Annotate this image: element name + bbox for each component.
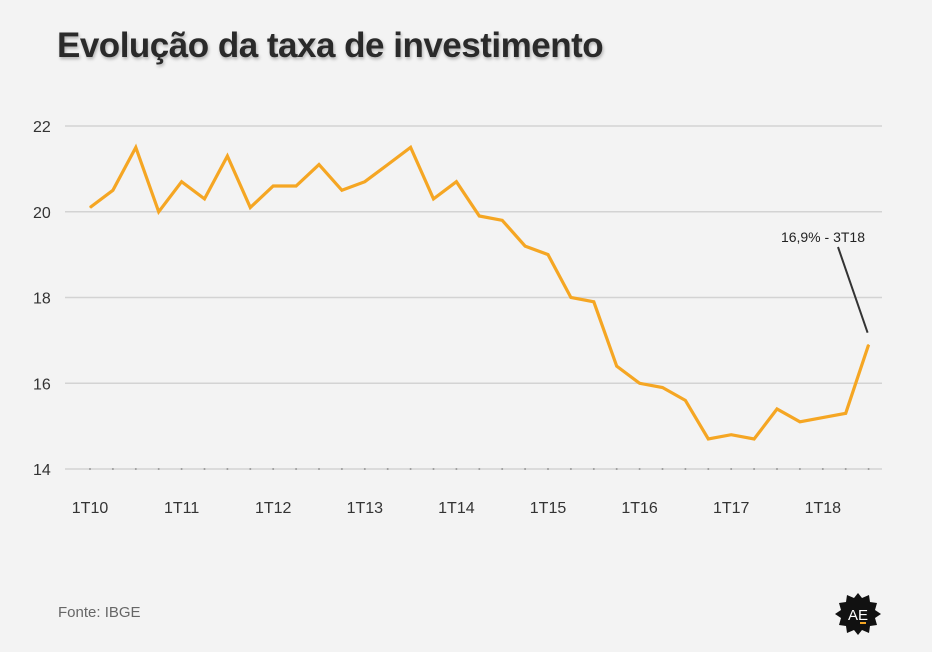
- data-point: [822, 417, 824, 419]
- annotation-leader: [837, 246, 869, 333]
- x-tick-mark: [249, 468, 252, 470]
- data-point: [524, 245, 526, 247]
- data-point: [112, 189, 114, 191]
- data-point: [730, 434, 732, 436]
- data-point: [135, 146, 137, 148]
- annotation-label: 16,9% - 3T18: [781, 229, 865, 245]
- data-point: [364, 181, 366, 183]
- x-tick-mark: [111, 468, 114, 470]
- data-point: [249, 206, 251, 208]
- data-point: [272, 185, 274, 187]
- x-tick-mark: [776, 468, 778, 470]
- x-tick-mark: [363, 468, 366, 470]
- x-tick-mark: [409, 468, 412, 470]
- y-tick-label: 16: [33, 376, 51, 393]
- y-tick-label: 22: [33, 119, 51, 136]
- x-tick-mark: [615, 468, 618, 470]
- x-tick-mark: [661, 468, 664, 470]
- x-tick-mark: [844, 468, 847, 470]
- data-point: [433, 198, 434, 200]
- x-tick-mark: [432, 468, 435, 470]
- x-tick-mark: [226, 468, 229, 470]
- data-point: [662, 387, 663, 389]
- x-tick-mark: [707, 468, 710, 470]
- data-point: [776, 408, 778, 410]
- annotation: 16,9% - 3T18: [781, 229, 869, 333]
- x-tick-mark: [478, 468, 481, 470]
- data-point: [478, 215, 480, 217]
- x-axis-ticks: 1T10 1T11 1T12 1T13 1T14 1T15 1T16 1T17 1T18: [72, 500, 841, 517]
- data-point: [204, 198, 205, 200]
- data-point: [181, 181, 183, 183]
- x-tick-label: 1T18: [805, 500, 842, 517]
- x-tick-mark: [638, 468, 641, 470]
- x-tick-mark: [569, 468, 572, 470]
- data-point: [89, 206, 91, 208]
- data-point: [639, 382, 641, 384]
- x-tick-label: 1T15: [530, 500, 567, 517]
- data-point: [753, 438, 755, 440]
- x-tick-mark: [547, 468, 549, 470]
- x-tick-mark: [295, 468, 298, 470]
- y-axis-ticks: 14 16 18 20 22: [33, 119, 51, 479]
- y-tick-label: 14: [33, 462, 51, 479]
- data-point: [387, 164, 389, 166]
- data-point: [799, 421, 801, 423]
- x-tick-label: 1T16: [621, 500, 658, 517]
- x-tick-mark: [730, 468, 733, 470]
- x-tick-mark: [684, 468, 687, 470]
- x-tick-label: 1T17: [713, 500, 750, 517]
- logo-text: AE: [848, 607, 868, 624]
- x-tick-mark: [592, 468, 595, 470]
- data-point: [845, 412, 847, 414]
- x-tick-mark: [867, 468, 870, 470]
- y-tick-label: 20: [33, 205, 51, 222]
- x-tick-mark: [180, 468, 183, 470]
- x-tick-mark: [340, 468, 343, 470]
- x-tick-mark: [821, 468, 824, 470]
- x-tick-label: 1T10: [72, 500, 109, 517]
- data-point: [593, 301, 595, 303]
- x-tick-label: 1T14: [438, 500, 475, 517]
- data-point: [570, 297, 572, 298]
- grid-lines: [65, 125, 882, 470]
- data-point: [616, 365, 618, 367]
- x-tick-mark: [272, 468, 275, 470]
- x-tick-mark: [753, 468, 756, 470]
- series-line: [89, 143, 871, 441]
- x-tick-mark: [455, 468, 458, 470]
- data-point: [547, 254, 549, 256]
- data-point: [158, 211, 160, 213]
- series-layer: [89, 143, 871, 441]
- data-point: [501, 219, 503, 221]
- x-tick-mark: [134, 468, 137, 470]
- x-tick-label: 1T11: [164, 500, 199, 517]
- data-point: [410, 146, 412, 148]
- chart-title: Evolução da taxa de investimento: [57, 26, 604, 65]
- x-tick-label: 1T12: [255, 500, 292, 517]
- data-point: [226, 155, 228, 157]
- x-tick-mark: [203, 468, 206, 470]
- ae-logo-icon: AE: [835, 593, 881, 635]
- data-point: [318, 164, 320, 166]
- data-point: [684, 399, 686, 401]
- data-point: [455, 181, 457, 183]
- x-tick-mark: [501, 468, 504, 470]
- x-tick-mark: [386, 468, 389, 470]
- data-point: [341, 189, 343, 191]
- x-tick-label: 1T13: [347, 500, 384, 517]
- source-note: Fonte: IBGE: [58, 604, 141, 621]
- data-point: [707, 438, 709, 440]
- x-tick-mark: [318, 468, 320, 470]
- data-point: [295, 185, 297, 187]
- x-tick-mark: [798, 468, 801, 470]
- x-tick-mark: [89, 468, 91, 470]
- y-tick-label: 18: [33, 291, 51, 308]
- x-tick-mark: [524, 468, 527, 470]
- x-tick-mark: [157, 468, 160, 470]
- data-point: [868, 344, 870, 346]
